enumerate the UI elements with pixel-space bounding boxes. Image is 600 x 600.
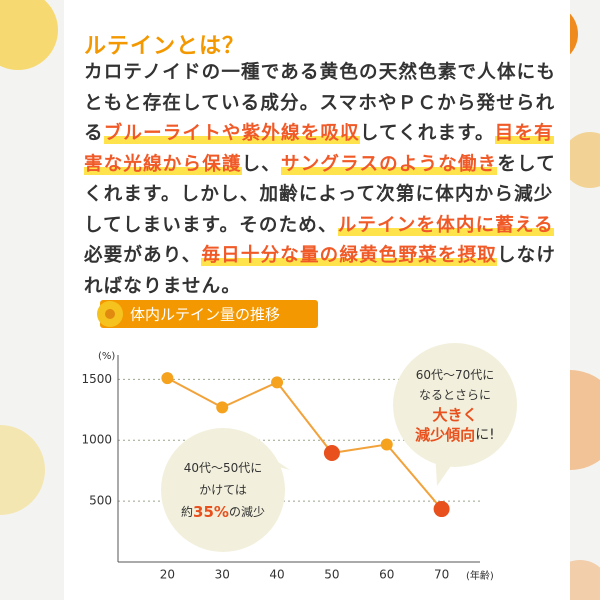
x-tick-label: 70 [434, 568, 449, 582]
text-run: 必要があり、 [84, 245, 202, 266]
annotation-line: かけては [199, 483, 247, 497]
marker [161, 372, 174, 385]
line [166, 377, 443, 510]
text-run: しなければなりません。 [84, 245, 557, 297]
marker [323, 445, 340, 462]
text-run: をしてくれます。しかし、加齢によって次第に体内から減少してしまいます。そのため、 [84, 153, 556, 236]
annotation-line: 40代～50代に [184, 461, 263, 475]
highlight-run: サングラスのような働き [281, 153, 498, 175]
text-run: カロテノイドの一種である黄色の天然色素で人体にもともと存在している成分。スマホや… [84, 62, 557, 144]
annotation-highlight: 大きく [432, 406, 477, 424]
y-tick-label: 1500 [81, 372, 112, 386]
x-tick-label: 20 [160, 568, 175, 582]
annotation-text: に! [475, 427, 495, 443]
annotation-text: 60代～70代に [416, 368, 495, 382]
bubble [161, 428, 285, 552]
annotation-text: なるとさらに [419, 388, 491, 402]
x-tick-label: 40 [269, 568, 284, 582]
y-tick-label: 500 [89, 494, 112, 508]
x-tick-label: 50 [324, 568, 339, 582]
marker [433, 501, 450, 518]
annotation-text: の減少 [229, 504, 265, 519]
flower-center [105, 309, 115, 319]
annotation-line: 約35%の減少 [181, 503, 265, 521]
title: ルテインとは？ [84, 34, 246, 59]
annotation-line: 60代～70代に [416, 368, 495, 382]
marker [271, 376, 284, 389]
text-run: し、 [241, 153, 282, 175]
annotation-text: 約 [181, 504, 193, 519]
y-unit: (%) [98, 351, 115, 362]
x-tick-label: 60 [379, 568, 394, 582]
text-run: してくれます。 [359, 123, 495, 144]
bubble [393, 343, 517, 467]
annotation-line: 大きく [432, 406, 477, 424]
highlight-run: 毎日十分な量の緑黄色野菜を摂取 [201, 245, 497, 266]
x-unit: (年齢) [466, 569, 494, 582]
annotation-text: かけては [199, 483, 247, 497]
y-tick-label: 1000 [81, 433, 112, 447]
chart-title: 体内ルテイン量の推移 [130, 306, 280, 324]
annotation-line: なるとさらに [419, 388, 491, 402]
chart-title-badge [100, 300, 318, 328]
annotation-text: 40代～50代に [184, 461, 263, 475]
marker [380, 438, 393, 451]
paragraph: カロテノイドの一種である黄色の天然色素で人体にもともと存在している成分。スマホや… [84, 58, 562, 302]
x-tick-label: 30 [215, 568, 230, 582]
highlight-run: ブルーライトや紫外線を吸収 [103, 123, 360, 144]
annotation-highlight: 35% [193, 503, 229, 521]
annotation-line: 減少傾向に! [415, 426, 495, 444]
highlight-run: ルテインを体内に蓄える [337, 214, 554, 236]
annotation-highlight: 減少傾向 [415, 426, 475, 444]
marker [216, 401, 229, 414]
